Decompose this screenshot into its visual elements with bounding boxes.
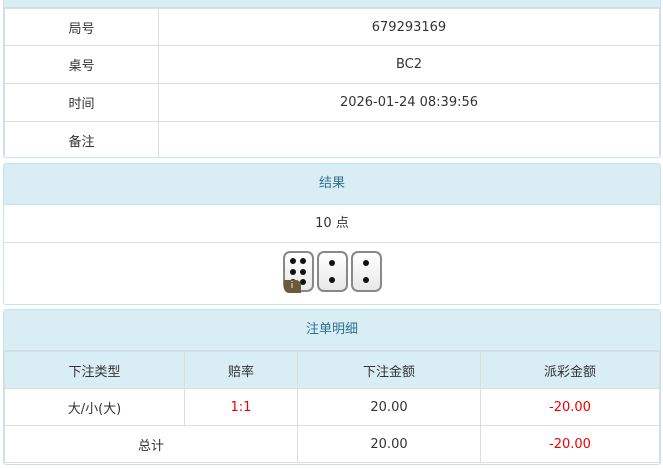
info-header [4, 0, 660, 8]
die-pip [289, 258, 296, 265]
row-table: 桌号 BC2 [4, 45, 660, 84]
col-type: 下注类型 [4, 351, 185, 389]
result-points: 10 点 [4, 205, 660, 243]
result-panel: 结果 10 点 i [3, 163, 661, 305]
row-round: 局号 679293169 [4, 8, 660, 46]
die-pip [289, 268, 296, 275]
row-time: 时间 2026-01-24 08:39:56 [4, 83, 660, 122]
bets-panel: 注单明细 下注类型 赔率 下注金额 派彩金额 大/小(大) 1:1 20.00 … [3, 309, 661, 465]
die-pip [329, 276, 335, 283]
total-row: 总计 20.00 -20.00 [4, 425, 660, 463]
die-pip [363, 260, 369, 267]
info-panel: 局号 679293169 桌号 BC2 时间 2026-01-24 08:39:56 … [3, 0, 661, 158]
round-number: 679293169 [158, 8, 660, 46]
die-2 [316, 251, 348, 292]
bet-type: 大/小(大) [4, 388, 185, 426]
bets-header-row: 下注类型 赔率 下注金额 派彩金额 [4, 351, 660, 389]
bet-amount: 20.00 [297, 388, 481, 426]
die-pip [300, 278, 307, 285]
result-title: 结果 [4, 164, 660, 205]
label: 备注 [4, 121, 159, 157]
row-note: 备注 [4, 121, 660, 157]
die-pip [329, 260, 335, 267]
die-pip [300, 258, 307, 265]
total-label: 总计 [4, 425, 298, 463]
label: 桌号 [4, 45, 159, 84]
table-id: BC2 [158, 45, 660, 84]
total-amount: 20.00 [297, 425, 481, 463]
bets-table: 下注类型 赔率 下注金额 派彩金额 大/小(大) 1:1 20.00 -20.0… [4, 351, 660, 463]
die-pip [300, 268, 307, 275]
die-6: i [282, 251, 314, 293]
info-table: 局号 679293169 桌号 BC2 时间 2026-01-24 08:39:56 … [4, 8, 660, 157]
bet-odds: 1:1 [184, 388, 298, 426]
table-row: 大/小(大) 1:1 20.00 -20.00 [4, 388, 660, 426]
time: 2026-01-24 08:39:56 [158, 83, 660, 122]
label: 局号 [4, 8, 159, 46]
die-2 [350, 251, 382, 292]
bet-payout: -20.00 [480, 388, 660, 426]
info-icon[interactable]: i [283, 280, 301, 293]
label: 时间 [4, 83, 159, 122]
dice-group: i [282, 251, 382, 293]
note [158, 121, 660, 157]
col-payout: 派彩金额 [480, 351, 660, 389]
col-odds: 赔率 [184, 351, 298, 389]
total-payout: -20.00 [480, 425, 660, 463]
col-amount: 下注金额 [297, 351, 481, 389]
die-pip [363, 276, 369, 283]
bets-title: 注单明细 [4, 310, 660, 351]
